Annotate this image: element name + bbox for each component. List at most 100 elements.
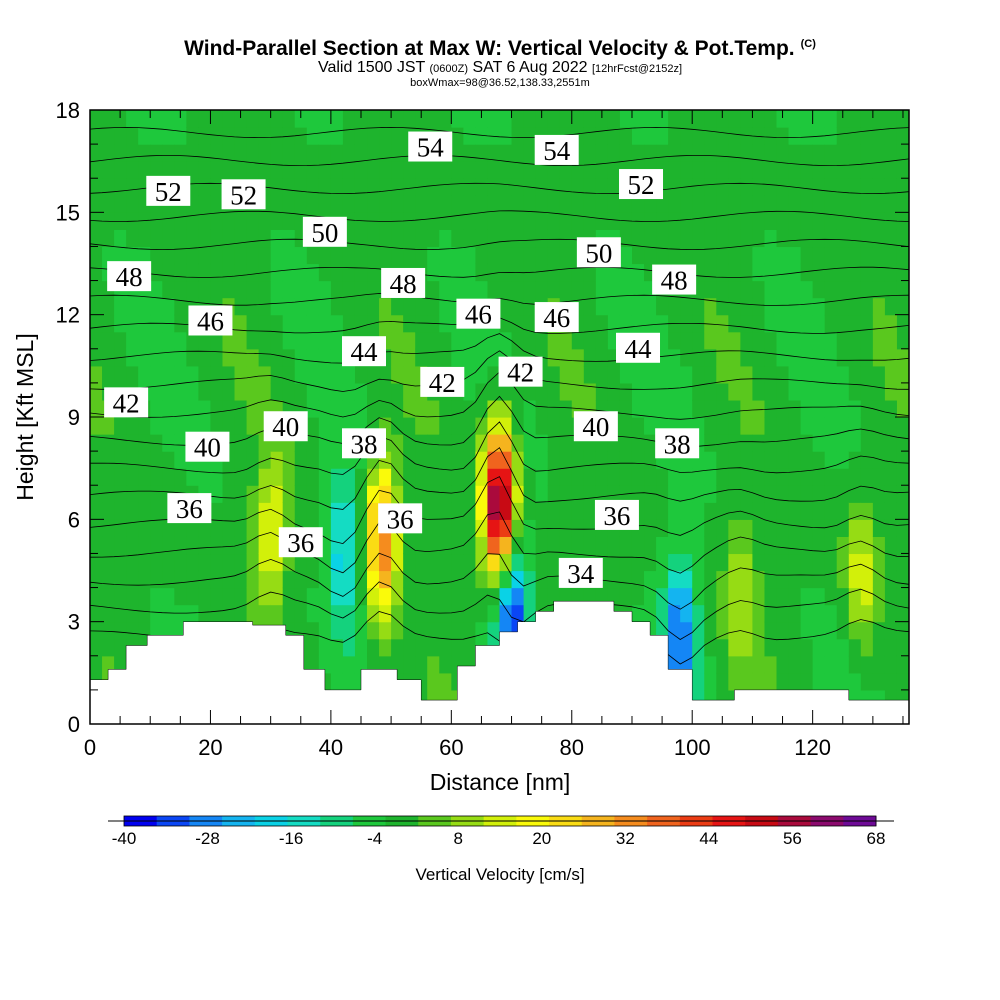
w-cell xyxy=(728,110,741,128)
w-cell xyxy=(704,468,717,486)
w-cell xyxy=(872,178,886,196)
w-cell xyxy=(644,519,657,537)
w-cell xyxy=(872,451,886,469)
w-cell xyxy=(812,451,826,469)
w-cell xyxy=(776,382,790,401)
w-cell xyxy=(439,604,452,623)
w-cell xyxy=(764,110,778,128)
w-cell xyxy=(884,587,898,606)
w-cell xyxy=(198,468,212,486)
w-cell xyxy=(656,229,669,248)
w-cell xyxy=(138,434,151,452)
w-cell xyxy=(367,161,380,179)
w-cell xyxy=(776,195,790,213)
w-cell xyxy=(872,638,886,657)
w-cell xyxy=(800,553,814,572)
w-cell xyxy=(439,553,452,572)
w-cell xyxy=(354,570,368,589)
w-cell xyxy=(150,451,163,469)
w-cell xyxy=(198,417,212,435)
w-cell xyxy=(475,399,489,418)
w-cell xyxy=(884,246,898,265)
w-cell xyxy=(150,280,163,299)
w-cell xyxy=(547,587,561,606)
w-cell xyxy=(812,110,826,128)
w-cell xyxy=(246,519,260,537)
w-cell xyxy=(523,110,537,128)
w-cell xyxy=(258,604,272,623)
w-cell xyxy=(294,246,308,265)
w-cell xyxy=(354,399,368,418)
w-cell xyxy=(848,127,862,145)
w-cell xyxy=(306,161,320,179)
w-cell xyxy=(306,195,320,213)
w-cell xyxy=(788,314,802,333)
w-cell xyxy=(342,399,356,418)
w-cell xyxy=(342,536,356,555)
w-cell xyxy=(270,297,284,316)
y-tick-label: 12 xyxy=(56,303,80,328)
w-cell xyxy=(379,587,392,606)
w-cell xyxy=(102,314,115,333)
w-cell xyxy=(836,536,850,555)
w-cell xyxy=(511,297,525,316)
w-cell xyxy=(535,434,549,452)
w-cell xyxy=(764,178,778,196)
w-cell xyxy=(884,417,898,435)
w-cell xyxy=(270,331,284,350)
y-tick-label: 0 xyxy=(68,712,80,737)
w-cell xyxy=(222,110,236,128)
w-cell xyxy=(282,553,296,572)
w-cell xyxy=(126,314,139,333)
w-cell xyxy=(836,434,850,452)
w-cell xyxy=(559,485,573,503)
w-cell xyxy=(475,536,489,555)
w-cell xyxy=(559,502,573,520)
contour-label-bg xyxy=(342,428,387,459)
w-cell xyxy=(728,485,741,503)
w-cell xyxy=(776,144,790,162)
w-cell xyxy=(198,178,212,196)
w-cell xyxy=(403,331,416,350)
w-cell xyxy=(487,161,501,179)
w-cell xyxy=(415,604,428,623)
w-cell xyxy=(270,280,284,299)
w-cell xyxy=(752,621,766,640)
contour-label-box: 36 xyxy=(278,527,323,558)
w-cell xyxy=(607,553,621,572)
w-cell xyxy=(475,263,489,282)
w-cell xyxy=(367,263,380,282)
w-cell xyxy=(162,382,175,401)
w-cell xyxy=(776,502,790,520)
w-cell xyxy=(764,451,778,469)
w-cell xyxy=(523,382,537,401)
w-cell xyxy=(330,365,344,384)
w-cell xyxy=(824,553,838,572)
w-cell xyxy=(487,604,501,623)
w-cell xyxy=(330,144,344,162)
w-cell xyxy=(210,417,224,435)
w-cell xyxy=(354,638,368,657)
w-cell xyxy=(595,263,609,282)
w-cell xyxy=(896,161,909,179)
w-cell xyxy=(439,246,452,265)
w-cell xyxy=(547,382,561,401)
w-cell xyxy=(704,365,717,384)
w-cell xyxy=(258,587,272,606)
w-cell xyxy=(716,502,729,520)
w-cell xyxy=(306,263,320,282)
w-cell xyxy=(270,485,284,503)
w-cell xyxy=(824,519,838,537)
w-cell xyxy=(583,331,597,350)
w-cell xyxy=(848,144,862,162)
w-cell xyxy=(704,348,717,367)
w-cell xyxy=(896,434,909,452)
w-cell xyxy=(391,434,404,452)
w-cell xyxy=(391,536,404,555)
contour-label-text: 36 xyxy=(387,504,414,534)
w-cell xyxy=(463,519,477,537)
w-cell xyxy=(619,553,633,572)
w-cell xyxy=(415,451,428,469)
w-cell xyxy=(354,212,368,230)
w-cell xyxy=(246,502,260,520)
